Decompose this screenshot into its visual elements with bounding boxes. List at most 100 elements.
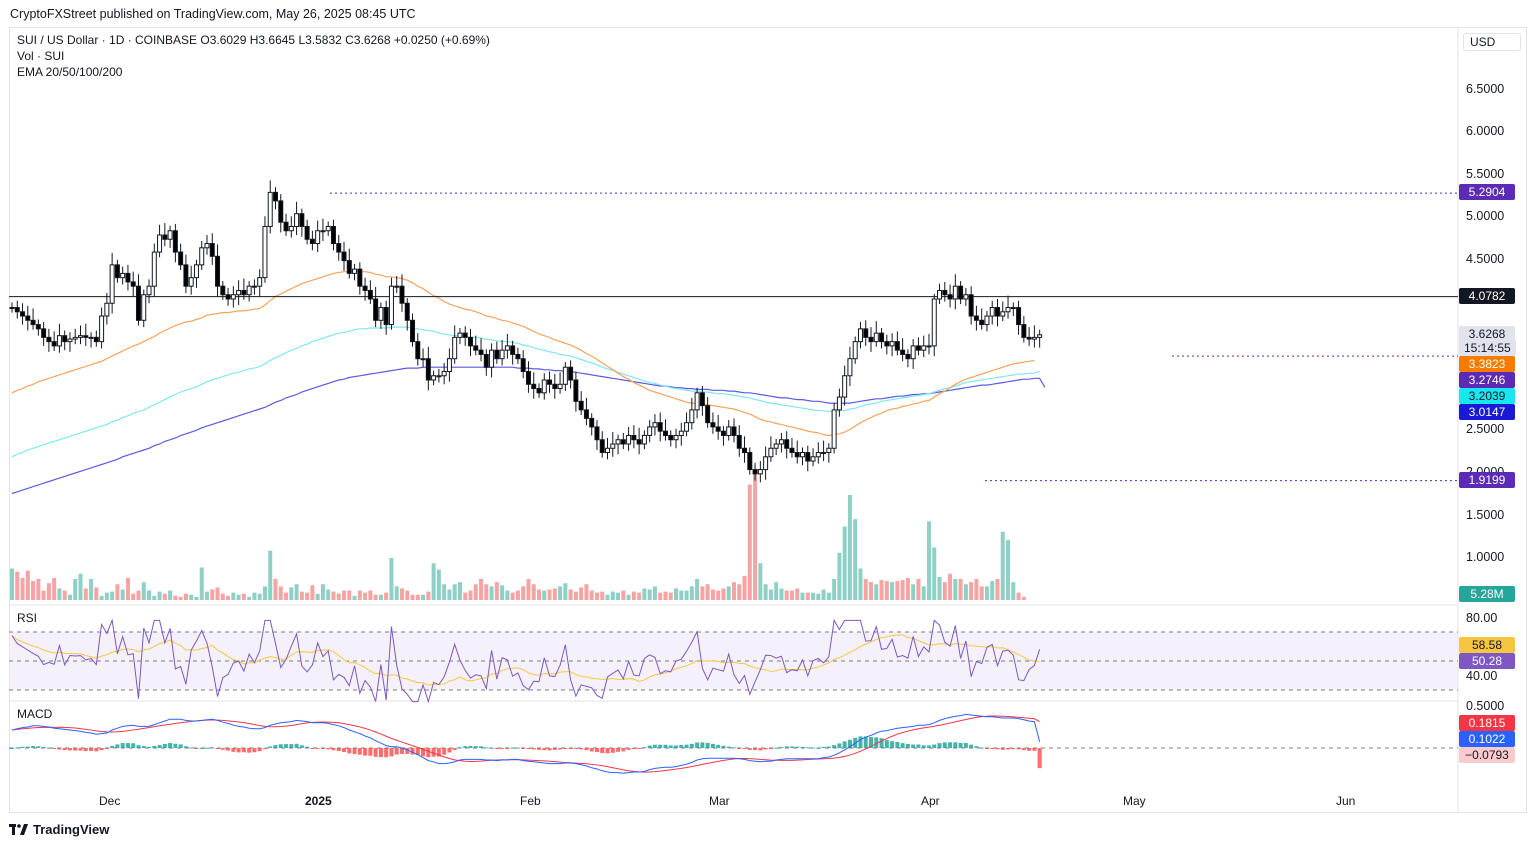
macd-histogram-bar xyxy=(526,748,531,750)
macd-histogram-bar xyxy=(695,742,700,748)
volume-legend[interactable]: Vol · SUI xyxy=(17,49,65,63)
candle-body xyxy=(462,332,468,338)
volume-bar xyxy=(531,584,536,600)
macd-histogram-bar xyxy=(273,745,278,748)
candle-body xyxy=(267,191,273,227)
macd-histogram-bar xyxy=(342,748,347,752)
macd-histogram-bar xyxy=(948,742,953,748)
macd-histogram-bar xyxy=(858,736,863,748)
volume-bar xyxy=(900,580,905,600)
volume-bar xyxy=(853,519,858,600)
macd-histogram-bar xyxy=(895,742,900,748)
ema-legend[interactable]: EMA 20/50/100/200 xyxy=(17,65,123,79)
volume-bar xyxy=(115,584,120,600)
macd-histogram-bar xyxy=(1027,748,1032,751)
volume-bar xyxy=(995,579,1000,600)
macd-histogram-bar xyxy=(774,747,779,749)
currency-button[interactable]: USD xyxy=(1463,33,1521,51)
candle-body xyxy=(78,335,84,338)
volume-bar xyxy=(526,579,531,600)
candle-body xyxy=(594,426,600,441)
volume-bar xyxy=(331,591,336,600)
tradingview-logo[interactable]: TradingView xyxy=(9,822,109,837)
volume-bar xyxy=(1006,540,1011,600)
candle-body xyxy=(72,336,78,340)
macd-histogram-bar xyxy=(821,746,826,748)
volume-bar xyxy=(257,593,262,600)
macd-histogram-bar xyxy=(1000,748,1005,750)
price-axis-label: 5.0000 xyxy=(1466,209,1505,223)
macd-histogram-bar xyxy=(131,743,136,748)
candle-body xyxy=(257,277,263,287)
macd-histogram-bar xyxy=(373,748,378,757)
candle-body xyxy=(135,285,141,321)
volume-bar xyxy=(394,586,399,600)
support-price-tag: 1.9199 xyxy=(1459,472,1515,488)
macd-histogram-bar xyxy=(842,741,847,748)
macd-legend[interactable]: MACD xyxy=(17,707,53,721)
candle-body xyxy=(789,447,795,454)
candle-body xyxy=(705,405,711,424)
macd-histogram-bar xyxy=(710,743,715,748)
candle-body xyxy=(9,307,15,310)
macd-histogram-bar xyxy=(584,748,589,751)
volume-bar xyxy=(605,594,610,600)
volume-bar xyxy=(141,582,146,600)
candle-body xyxy=(309,238,315,245)
rsi-legend[interactable]: RSI xyxy=(17,611,38,625)
candle-body xyxy=(605,447,611,454)
candle-body xyxy=(125,272,131,283)
candle-body xyxy=(884,341,890,347)
volume-bar xyxy=(1016,592,1021,600)
symbol-legend[interactable]: SUI / US Dollar · 1D · COINBASE O3.6029 … xyxy=(17,33,490,47)
macd-histogram-bar xyxy=(494,748,499,749)
candle-body xyxy=(46,336,52,343)
candle-body xyxy=(20,311,26,317)
volume-bar xyxy=(368,590,373,600)
volume-bar xyxy=(768,589,773,600)
volume-bar xyxy=(25,570,30,600)
macd-histogram-bar xyxy=(204,747,209,749)
macd-histogram-bar xyxy=(663,744,668,748)
macd-histogram-bar xyxy=(94,748,99,752)
macd-histogram-bar xyxy=(763,748,768,750)
candle-body xyxy=(236,289,242,296)
macd-histogram-bar xyxy=(505,748,510,749)
candle-body xyxy=(478,349,484,355)
volume-bar xyxy=(942,582,947,600)
macd-histogram-bar xyxy=(552,748,557,750)
time-axis-label: Dec xyxy=(99,794,121,808)
macd-histogram-bar xyxy=(421,748,426,757)
volume-bar xyxy=(584,584,589,600)
candle-body xyxy=(410,319,416,343)
macd-histogram-bar xyxy=(10,748,14,749)
rsi-line xyxy=(11,618,1041,704)
macd-value-tag: 0.1022 xyxy=(1459,731,1515,747)
macd-histogram-bar xyxy=(168,743,173,748)
volume-bar xyxy=(342,590,347,600)
candle-body xyxy=(230,294,236,300)
macd-histogram-bar xyxy=(415,748,420,756)
volume-bar xyxy=(52,577,57,600)
candle-body xyxy=(810,456,816,462)
volume-bar xyxy=(57,588,62,600)
volume-bar xyxy=(336,593,341,600)
candle-body xyxy=(736,434,742,449)
resistance-price-tag: 5.2904 xyxy=(1459,184,1515,200)
candle-body xyxy=(357,268,363,287)
candle-body xyxy=(146,285,152,296)
volume-bar xyxy=(953,579,958,600)
candle-body xyxy=(726,426,732,436)
macd-histogram-bar xyxy=(110,746,115,748)
candle-body xyxy=(800,452,805,458)
volume-bar xyxy=(668,592,673,600)
volume-bar xyxy=(984,586,989,600)
candle-body xyxy=(525,370,531,385)
macd-histogram-bar xyxy=(1037,748,1042,769)
macd-histogram-bar xyxy=(347,748,352,754)
macd-histogram-bar xyxy=(721,745,726,748)
volume-bar xyxy=(710,589,715,600)
macd-histogram-bar xyxy=(278,744,283,748)
macd-histogram-bar xyxy=(879,738,884,748)
